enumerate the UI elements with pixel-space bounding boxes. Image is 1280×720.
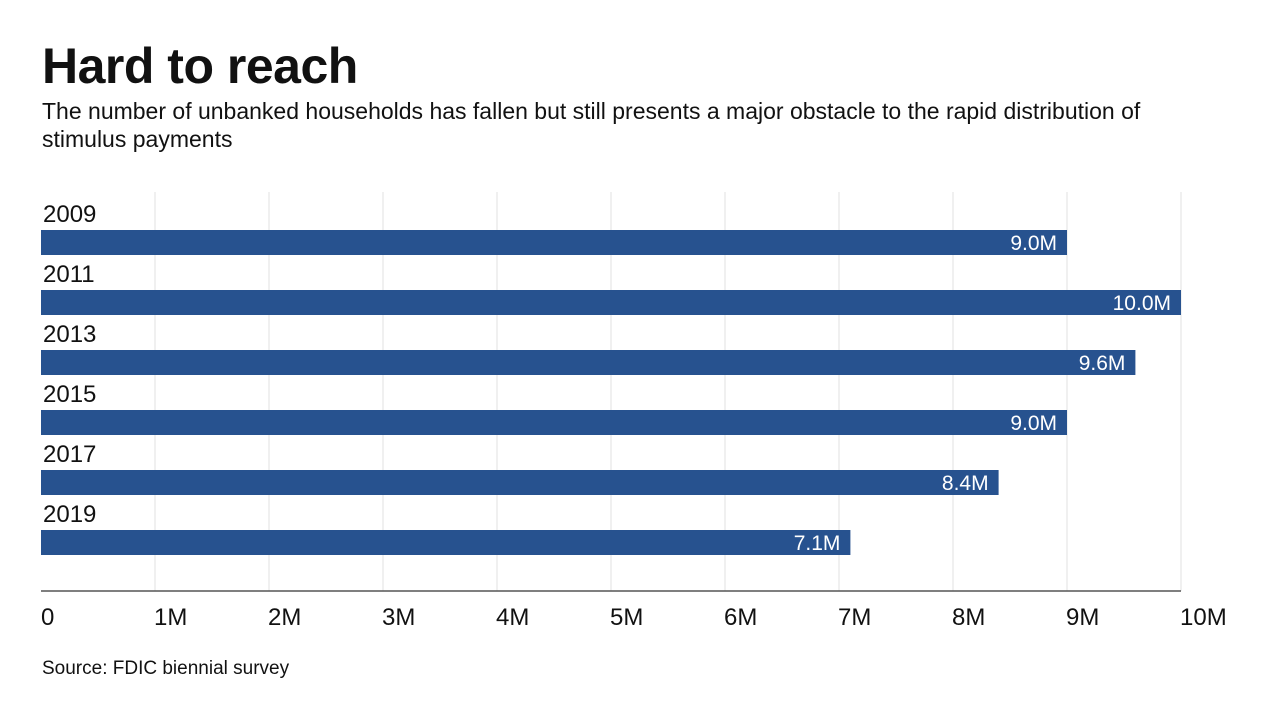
x-tick-label: 3M	[382, 604, 415, 631]
bar-2015	[41, 410, 1067, 435]
x-tick-label: 1M	[154, 604, 187, 631]
x-tick-label: 5M	[610, 604, 643, 631]
x-tick-label: 9M	[1066, 604, 1099, 631]
bar-2019	[41, 530, 851, 555]
bar-value-label: 8.4M	[942, 472, 989, 495]
category-label: 2019	[43, 501, 96, 528]
bar-value-label: 9.6M	[1079, 352, 1126, 375]
category-label: 2009	[43, 201, 96, 228]
bar-value-label: 10.0M	[1113, 292, 1171, 315]
category-label: 2011	[43, 261, 95, 288]
bar-2013	[41, 350, 1136, 375]
category-label: 2013	[43, 321, 96, 348]
bar-value-label: 7.1M	[794, 532, 841, 555]
x-tick-label: 6M	[724, 604, 757, 631]
x-tick-label: 4M	[496, 604, 529, 631]
x-tick-label: 0	[41, 604, 54, 631]
bar-2017	[41, 470, 999, 495]
x-tick-label: 7M	[838, 604, 871, 631]
gridlines	[154, 192, 1182, 591]
category-label: 2017	[43, 441, 96, 468]
x-tick-label: 8M	[952, 604, 985, 631]
bar-value-label: 9.0M	[1010, 232, 1057, 255]
x-tick-label: 2M	[268, 604, 301, 631]
bars: 2009 9.0M 2011 10.0M 2013 9.6M 2015 9.0M 2017 8.4…	[41, 201, 1181, 555]
bar-2011	[41, 290, 1181, 315]
x-tick-label: 10M	[1180, 604, 1227, 631]
category-label: 2015	[43, 381, 96, 408]
bar-2009	[41, 230, 1067, 255]
chart-title: Hard to reach	[42, 38, 358, 94]
x-axis: 0 1M 2M 3M 4M 5M 6M 7M 8M 9M 10M	[41, 590, 1227, 631]
source-note: Source: FDIC biennial survey	[42, 658, 290, 679]
chart-subtitle: The number of unbanked households has fa…	[42, 98, 1141, 152]
bar-value-label: 9.0M	[1010, 412, 1057, 435]
